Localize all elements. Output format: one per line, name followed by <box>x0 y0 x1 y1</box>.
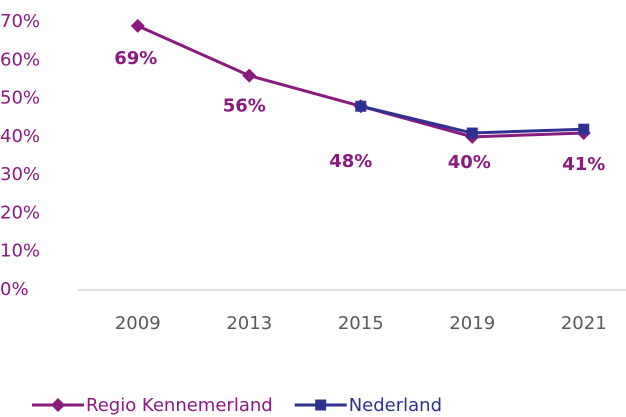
y-tick-label: 60% <box>0 49 40 70</box>
y-tick-label: 30% <box>0 164 40 185</box>
data-label: 41% <box>562 154 605 175</box>
x-tick-label: 2019 <box>449 313 495 334</box>
x-tick-label: 2015 <box>338 313 384 334</box>
y-tick-label: 70% <box>0 11 40 32</box>
legend-marker <box>315 399 327 411</box>
x-tick-label: 2009 <box>115 313 161 334</box>
point <box>578 123 590 135</box>
data-label: 69% <box>114 48 157 69</box>
y-tick-label: 10% <box>0 241 40 262</box>
legend-marker <box>51 398 65 412</box>
data-label: 40% <box>448 152 491 173</box>
legend-label: Nederland <box>349 395 442 416</box>
data-label: 56% <box>223 96 266 117</box>
point <box>242 68 257 83</box>
y-tick-label: 0% <box>0 279 29 300</box>
x-tick-label: 2013 <box>226 313 272 334</box>
data-label: 48% <box>329 151 372 172</box>
series-line <box>137 24 584 139</box>
y-tick-label: 20% <box>0 202 40 223</box>
legend-label: Regio Kennemerland <box>86 395 273 416</box>
point <box>466 127 478 139</box>
y-tick-label: 40% <box>0 126 40 147</box>
y-tick-label: 50% <box>0 88 40 109</box>
point <box>355 100 367 112</box>
point <box>130 18 145 33</box>
x-tick-label: 2021 <box>561 313 607 334</box>
